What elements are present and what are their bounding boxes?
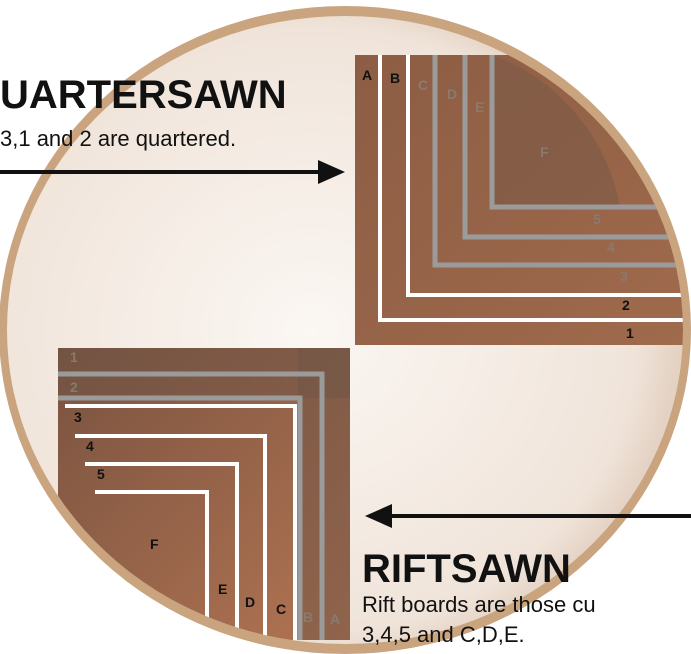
caption: 3,4,5 and C,D,E. [362,622,525,647]
board-label: 3 [620,268,628,284]
board-label: B [390,70,400,86]
board-label: 1 [626,325,634,341]
title: RIFTSAWN [362,547,571,591]
board-label: 5 [97,466,105,482]
board-label: D [245,594,255,610]
board-label: 5 [593,211,601,227]
board-label: B [303,609,313,625]
caption: 3,1 and 2 are quartered. [0,126,236,151]
board-label: F [150,536,159,552]
board-label: C [276,601,286,617]
riftsawn-quadrant [58,348,350,640]
board-label: D [447,86,457,102]
title: UARTERSAWN [0,73,287,117]
board-label: A [330,611,340,627]
board-label: 2 [70,379,78,395]
quartersawn-quadrant [355,55,691,345]
board-label: C [418,77,428,93]
board-label: E [218,581,227,597]
board-label: 1 [70,349,78,365]
caption: Rift boards are those cu [362,592,596,617]
board-label: A [362,67,372,83]
board-label: 4 [607,239,615,255]
diagram: UARTERSAWN 3,1 and 2 are quartered. RIFT… [0,0,691,654]
board-label: E [475,99,484,115]
board-label: 2 [622,297,630,313]
board-label: 3 [74,409,82,425]
board-label: 4 [86,438,94,454]
board-label: F [540,144,549,160]
